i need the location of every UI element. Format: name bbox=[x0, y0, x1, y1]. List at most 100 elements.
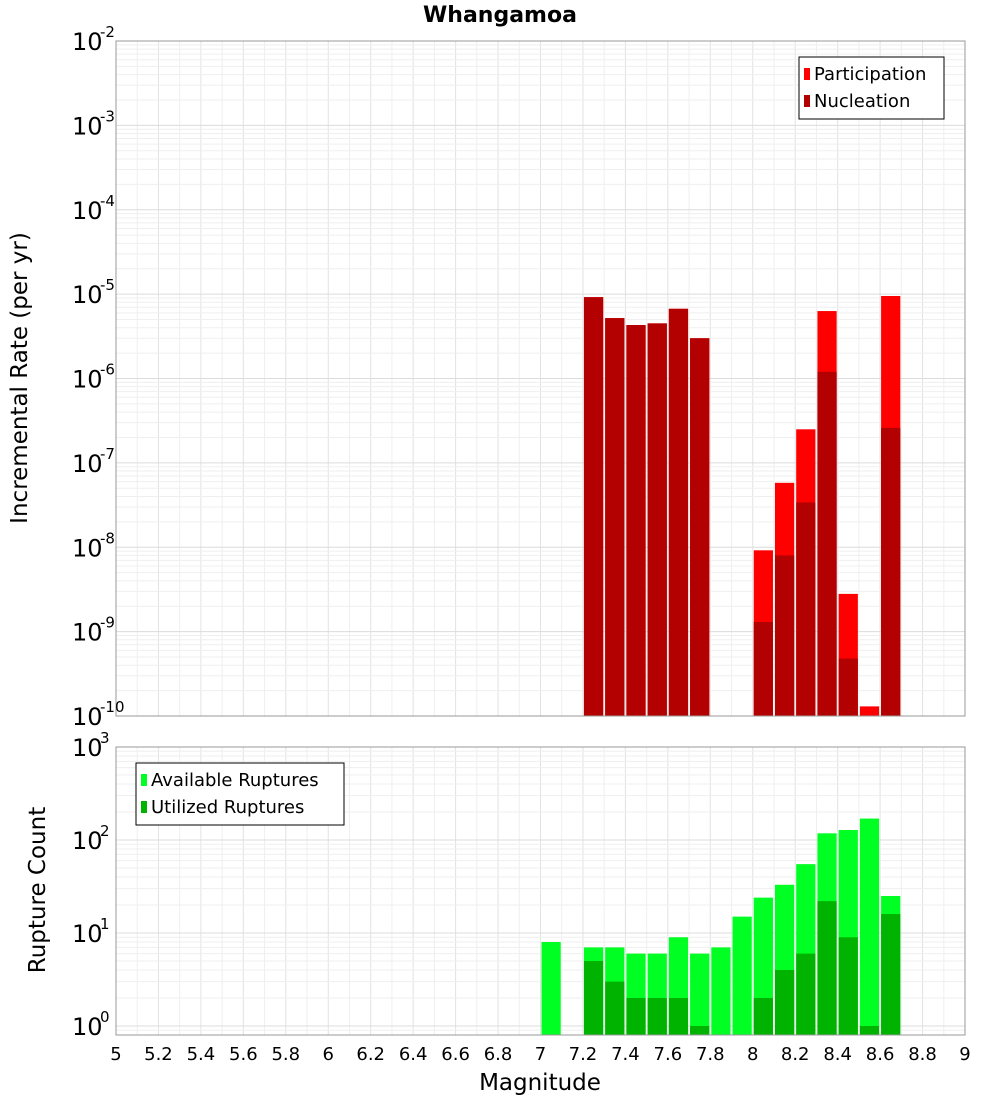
x-tick-label: 6.8 bbox=[484, 1044, 513, 1065]
y-tick-exponent: -10 bbox=[100, 698, 125, 716]
y-tick-label: 10 bbox=[72, 450, 103, 478]
utilized-ruptures-bar bbox=[817, 901, 837, 1035]
available-ruptures-bar bbox=[711, 947, 731, 1035]
legend-swatch bbox=[804, 68, 810, 80]
legend-swatch bbox=[804, 95, 810, 107]
utilized-ruptures-bar bbox=[838, 937, 858, 1035]
y-tick-label: 10 bbox=[72, 197, 103, 225]
utilized-ruptures-bar bbox=[583, 960, 604, 1035]
x-tick-label: 8 bbox=[747, 1044, 758, 1065]
bottom-legend: Available Ruptures Utilized Ruptures bbox=[135, 762, 345, 826]
y-tick-exponent: -5 bbox=[100, 276, 115, 294]
y-tick-exponent: -6 bbox=[100, 361, 115, 379]
y-tick-exponent: 3 bbox=[100, 729, 110, 747]
utilized-ruptures-bar bbox=[668, 997, 689, 1035]
plot-frame bbox=[115, 40, 966, 717]
nucleation-bar bbox=[605, 318, 625, 716]
y-tick-label: 10 bbox=[72, 366, 103, 394]
utilized-ruptures-bar bbox=[626, 997, 646, 1035]
nucleation-bar bbox=[668, 308, 689, 716]
chart-title: Whangamoa bbox=[423, 3, 577, 28]
y-tick-exponent: 0 bbox=[100, 1008, 110, 1026]
utilized-ruptures-bar bbox=[774, 969, 795, 1035]
utilized-ruptures-bar bbox=[796, 953, 816, 1035]
x-tick-label: 6.6 bbox=[441, 1044, 470, 1065]
top-legend: Participation Nucleation bbox=[798, 56, 945, 120]
utilized-ruptures-bar bbox=[605, 981, 625, 1035]
x-tick-label: 7.4 bbox=[611, 1044, 640, 1065]
y-tick-label: 10 bbox=[72, 827, 103, 855]
y-tick-exponent: -2 bbox=[100, 23, 115, 41]
utilized-ruptures-bar bbox=[647, 997, 667, 1035]
x-tick-label: 8.2 bbox=[781, 1044, 810, 1065]
top-plot: 10-210-310-410-510-610-710-810-910-10Par… bbox=[72, 23, 966, 731]
x-tick-label: 6.2 bbox=[356, 1044, 385, 1065]
available-ruptures-bar bbox=[732, 916, 752, 1035]
x-tick-label: 8.4 bbox=[823, 1044, 852, 1065]
x-tick-label: 5.6 bbox=[229, 1044, 258, 1065]
nucleation-bar bbox=[881, 427, 901, 716]
y-tick-exponent: -7 bbox=[100, 445, 115, 463]
legend-box bbox=[135, 762, 345, 826]
y-tick-exponent: -4 bbox=[100, 192, 115, 210]
y-tick-label: 10 bbox=[72, 734, 103, 762]
plot-frame bbox=[115, 746, 966, 1036]
x-tick-label: 6.4 bbox=[399, 1044, 428, 1065]
y-tick-exponent: -9 bbox=[100, 614, 115, 632]
utilized-ruptures-bar bbox=[881, 914, 901, 1035]
y-tick-label: 10 bbox=[72, 619, 103, 647]
available-ruptures-bar bbox=[690, 953, 710, 1035]
nucleation-bar bbox=[838, 658, 858, 716]
nucleation-bar bbox=[817, 371, 837, 716]
y-tick-exponent: -8 bbox=[100, 529, 115, 547]
y-tick-exponent: 2 bbox=[100, 822, 110, 840]
nucleation-bar bbox=[690, 338, 710, 716]
x-tick-label: 5.8 bbox=[271, 1044, 300, 1065]
legend-label: Participation bbox=[814, 64, 926, 85]
legend-label: Utilized Ruptures bbox=[151, 797, 304, 818]
x-tick-label: 6 bbox=[323, 1044, 334, 1065]
nucleation-bar bbox=[774, 555, 795, 716]
nucleation-bar bbox=[647, 323, 667, 716]
x-tick-label: 5 bbox=[110, 1044, 121, 1065]
y-tick-label: 10 bbox=[72, 112, 103, 140]
x-tick-label: 5.2 bbox=[144, 1044, 173, 1065]
x-tick-label: 5.4 bbox=[187, 1044, 216, 1065]
legend-label: Nucleation bbox=[814, 91, 910, 112]
available-ruptures-bar bbox=[541, 942, 561, 1035]
legend-label: Available Ruptures bbox=[151, 770, 319, 791]
x-tick-label: 7.8 bbox=[696, 1044, 725, 1065]
legend-swatch bbox=[141, 801, 147, 813]
y-tick-label: 10 bbox=[72, 28, 103, 56]
y-tick-label: 10 bbox=[72, 281, 103, 309]
nucleation-bar bbox=[796, 502, 816, 716]
x-tick-label: 7.2 bbox=[569, 1044, 598, 1065]
y-tick-label: 10 bbox=[72, 1013, 103, 1041]
utilized-ruptures-bar bbox=[753, 997, 773, 1035]
nucleation-bar bbox=[626, 325, 646, 716]
y-tick-label: 10 bbox=[72, 920, 103, 948]
x-tick-label: 8.6 bbox=[866, 1044, 895, 1065]
y-tick-label: 10 bbox=[72, 703, 103, 731]
x-tick-label: 7.6 bbox=[654, 1044, 683, 1065]
y-tick-exponent: 1 bbox=[100, 915, 110, 933]
x-tick-label: 9 bbox=[959, 1044, 970, 1065]
top-y-axis-label: Incremental Rate (per yr) bbox=[7, 232, 33, 524]
legend-swatch bbox=[141, 774, 147, 786]
nucleation-bar bbox=[583, 297, 604, 716]
nucleation-bar bbox=[753, 622, 773, 716]
bottom-y-axis-label: Rupture Count bbox=[25, 807, 51, 973]
x-axis-label: Magnitude bbox=[479, 1070, 601, 1096]
y-tick-exponent: -3 bbox=[100, 107, 115, 125]
available-ruptures-bar bbox=[859, 818, 880, 1035]
participation-bar bbox=[859, 706, 880, 716]
y-tick-label: 10 bbox=[72, 534, 103, 562]
x-tick-label: 7 bbox=[535, 1044, 546, 1065]
utilized-ruptures-bar bbox=[859, 1025, 880, 1035]
x-tick-label: 8.8 bbox=[908, 1044, 937, 1065]
legend-box bbox=[798, 56, 945, 120]
utilized-ruptures-bar bbox=[690, 1025, 710, 1035]
